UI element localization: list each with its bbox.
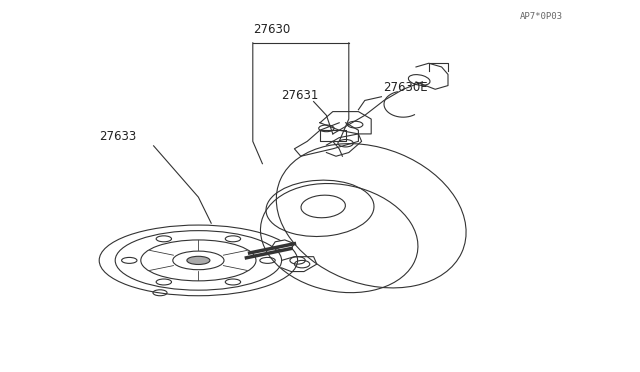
Text: AP7*0P03: AP7*0P03 (520, 12, 563, 20)
Text: 27630E: 27630E (383, 81, 428, 94)
Ellipse shape (187, 256, 210, 264)
Polygon shape (272, 240, 294, 250)
Text: 27630: 27630 (253, 23, 290, 36)
Text: 27633: 27633 (99, 129, 136, 142)
Text: 27631: 27631 (282, 89, 319, 102)
